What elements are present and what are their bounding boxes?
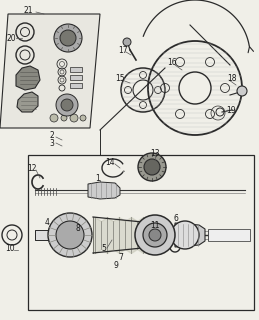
Circle shape [61,115,67,121]
Circle shape [171,221,199,249]
Text: 10: 10 [5,244,15,252]
Text: 18: 18 [227,74,237,83]
Bar [28,155,254,310]
Circle shape [138,153,166,181]
Text: 7: 7 [119,252,124,261]
Circle shape [80,115,86,121]
Circle shape [50,114,58,122]
Text: 12: 12 [27,164,37,172]
Circle shape [143,223,167,247]
Circle shape [70,114,78,122]
Bar [70,67,82,72]
Text: 11: 11 [150,220,160,229]
Polygon shape [17,92,38,112]
Text: 4: 4 [45,218,49,227]
Circle shape [56,221,84,249]
Polygon shape [175,223,205,247]
Text: 3: 3 [49,139,54,148]
Circle shape [149,229,161,241]
Polygon shape [16,66,40,90]
Circle shape [135,215,175,255]
Text: 21: 21 [23,5,33,14]
Polygon shape [0,14,100,128]
Text: 15: 15 [115,74,125,83]
Text: 5: 5 [102,244,106,252]
Circle shape [61,99,73,111]
Bar [70,75,82,80]
Circle shape [144,159,160,175]
Text: 19: 19 [226,106,236,115]
Circle shape [60,30,76,46]
Circle shape [48,213,92,257]
Circle shape [56,94,78,116]
Bar [208,229,250,241]
Text: 16: 16 [167,58,177,67]
Bar [70,83,82,88]
Bar [35,230,83,240]
Text: 6: 6 [174,213,178,222]
Circle shape [54,24,82,52]
Text: 2: 2 [50,131,54,140]
Text: 20: 20 [6,34,16,43]
Text: 14: 14 [105,157,115,166]
Text: 1: 1 [96,173,100,182]
Text: 17: 17 [118,45,128,54]
Text: 13: 13 [150,148,160,157]
Circle shape [123,38,131,46]
Text: 8: 8 [76,223,80,233]
Circle shape [237,86,247,96]
Text: 9: 9 [113,260,118,269]
Polygon shape [88,182,120,199]
